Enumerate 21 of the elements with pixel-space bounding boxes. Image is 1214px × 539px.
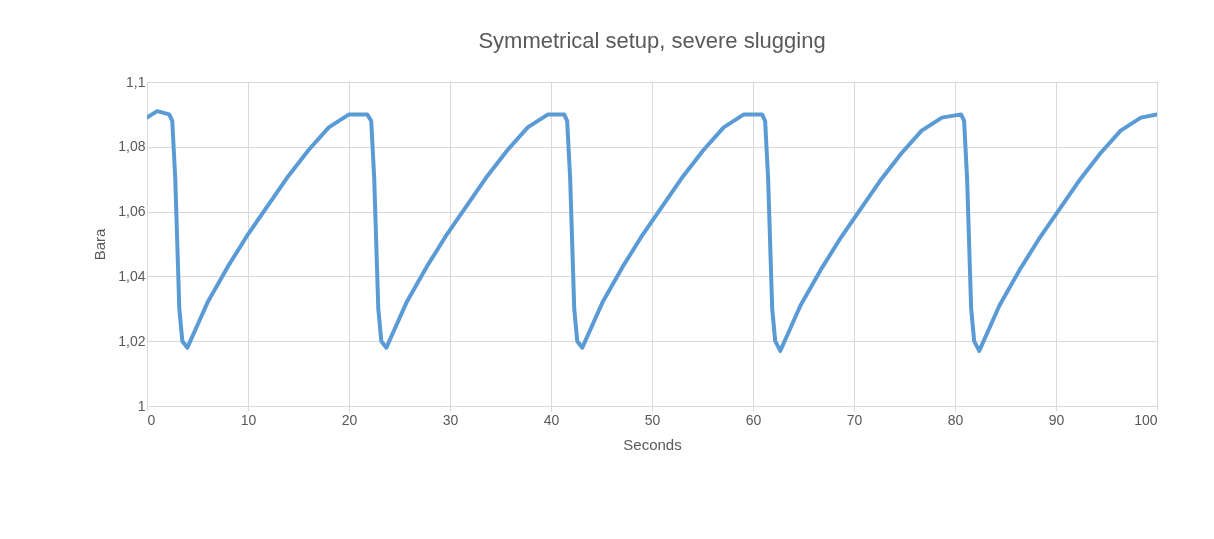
x-tick-label: 20 [341, 411, 358, 428]
y-tick-label: 1,08 [118, 138, 146, 155]
y-tick-label: 1,04 [118, 267, 146, 284]
x-tick-label: 50 [644, 411, 661, 428]
y-tick-label: 1,06 [118, 203, 146, 220]
x-tick-label: 40 [543, 411, 560, 428]
x-tick-label: 80 [947, 411, 964, 428]
x-tick-label: 30 [442, 411, 459, 428]
y-tick-label: 1,1 [126, 73, 146, 90]
y-tick-label: 1 [137, 397, 146, 414]
y-tick-label: 1,02 [118, 332, 146, 349]
x-tick-label: 70 [846, 411, 863, 428]
x-axis-title: Seconds [623, 435, 682, 453]
x-tick-label: 10 [240, 411, 257, 428]
y-axis-title: Bara [91, 228, 109, 261]
x-tick-label: 90 [1048, 411, 1065, 428]
x-tick-label: 100 [1134, 411, 1158, 428]
chart-title: Symmetrical setup, severe slugging [478, 28, 826, 53]
x-tick-label: 60 [745, 411, 762, 428]
line-series [147, 109, 1157, 353]
x-tick-label: 0 [147, 411, 156, 428]
